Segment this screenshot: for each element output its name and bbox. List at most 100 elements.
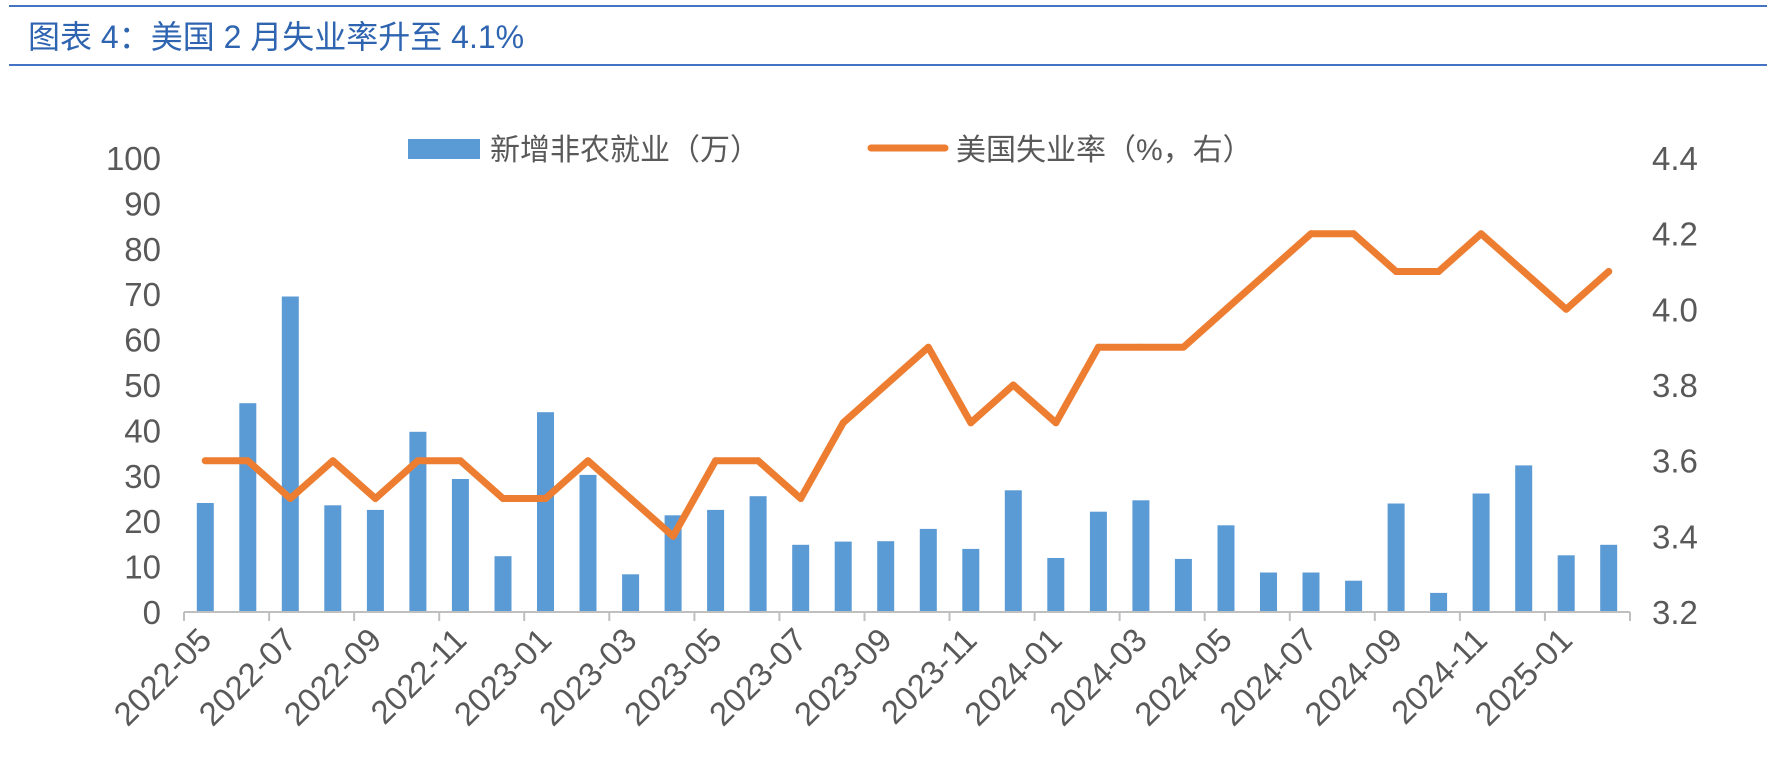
unemployment-rate-point: [1435, 268, 1443, 275]
payrolls-bar: [1600, 544, 1618, 612]
unemployment-rate-point: [924, 343, 932, 351]
payrolls-bars: [196, 296, 1618, 613]
y-left-tick-label: 70: [124, 276, 161, 313]
unemployment-rate-point: [1520, 268, 1528, 275]
unemployment-rate-point: [1222, 305, 1230, 313]
payrolls-bar: [281, 296, 299, 612]
unemployment-rate-point: [456, 457, 464, 465]
unemployment-rate-point: [839, 419, 847, 427]
unemployment-rate-point: [1477, 230, 1485, 238]
payrolls-bar: [494, 556, 512, 612]
unemployment-rate-point: [244, 457, 252, 465]
figure-title: 图表 4：美国 2 月失业率升至 4.1%: [28, 19, 525, 55]
unemployment-rate-point: [1265, 268, 1272, 275]
y-right-tick-label: 4.2: [1652, 216, 1698, 253]
payrolls-bar: [1174, 558, 1192, 612]
unemployment-rate-point: [542, 495, 549, 502]
x-axis-labels: 2022-052022-072022-092022-112023-012023-…: [106, 621, 1579, 733]
unemployment-rate-line: [201, 230, 1613, 540]
payrolls-bar: [324, 505, 342, 612]
unemployment-rate-point: [414, 457, 422, 465]
unemployment-rate-point: [712, 457, 720, 465]
payrolls-bar: [664, 515, 682, 612]
payrolls-bar: [366, 509, 384, 612]
payrolls-bar: [877, 541, 895, 612]
y-left-tick-label: 0: [143, 594, 161, 631]
unemployment-rate-point: [1179, 343, 1187, 351]
payrolls-bar: [962, 548, 980, 612]
payrolls-bar: [1557, 555, 1575, 613]
payrolls-bar: [537, 412, 554, 612]
unemployment-rate-point: [754, 457, 762, 465]
y-left-tick-label: 80: [124, 231, 161, 268]
unemployment-rate-point: [1392, 268, 1400, 275]
y-right-axis-labels: 3.2 3.4 3.6 3.8 4.0 4.2 4.4: [1652, 140, 1698, 631]
y-right-tick-label: 3.4: [1652, 518, 1698, 555]
payrolls-bar: [1217, 525, 1235, 612]
y-left-tick-label: 100: [106, 140, 161, 177]
x-axis: [183, 611, 1631, 621]
unemployment-rate-point: [1137, 343, 1145, 351]
payrolls-bar: [1302, 572, 1320, 612]
payrolls-bar: [834, 541, 852, 612]
unemployment-rate-point: [1350, 230, 1358, 238]
unemployment-rate-point: [797, 495, 805, 502]
unemployment-rate-point: [967, 419, 975, 427]
y-right-tick-label: 3.8: [1652, 367, 1698, 404]
payrolls-bar: [1260, 572, 1277, 612]
y-left-tick-label: 60: [124, 322, 161, 359]
unemployment-rate-point: [1094, 343, 1102, 351]
payrolls-bar: [1345, 580, 1363, 612]
legend-bar-swatch: [408, 139, 480, 159]
payrolls-bar: [1515, 465, 1533, 612]
payrolls-bar: [1004, 490, 1022, 612]
unemployment-rate-point: [286, 495, 294, 502]
legend: 新增非农就业（万） 美国失业率（%，右）: [408, 134, 1253, 167]
unemployment-rate-point: [1562, 305, 1570, 313]
payrolls-bar: [1047, 558, 1065, 612]
legend-label-unemployment: 美国失业率（%，右）: [956, 134, 1253, 167]
payrolls-bar: [451, 479, 469, 612]
top-rule: [9, 5, 1767, 7]
payrolls-bar: [1132, 500, 1150, 612]
payrolls-bar: [1472, 493, 1490, 612]
y-right-tick-label: 4.0: [1652, 291, 1698, 328]
y-right-tick-label: 3.2: [1652, 594, 1698, 631]
unemployment-rate-point: [1605, 268, 1613, 275]
unemployment-rate-point: [371, 495, 379, 502]
unemployment-rate-point: [499, 495, 507, 502]
y-right-tick-label: 3.6: [1652, 443, 1698, 480]
legend-label-payrolls: 新增非农就业（万）: [490, 134, 760, 167]
y-right-tick-label: 4.4: [1652, 140, 1698, 177]
unemployment-rate-point: [669, 532, 677, 540]
payrolls-bar: [1387, 503, 1405, 612]
unemployment-rate-point: [882, 381, 890, 389]
bottom-rule: [9, 64, 1767, 66]
unemployment-rate-point: [1052, 419, 1060, 427]
y-left-tick-label: 50: [124, 367, 161, 404]
payrolls-bar: [1430, 592, 1448, 612]
unemployment-rate-point: [201, 457, 209, 465]
payrolls-bar: [239, 403, 257, 612]
payrolls-bar: [579, 474, 597, 612]
y-left-tick-label: 10: [124, 549, 161, 586]
payrolls-bar: [622, 574, 640, 612]
payrolls-bar: [409, 431, 427, 612]
payrolls-bar: [792, 544, 810, 612]
y-left-axis-labels: 0 10 20 30 40 50 60 70 80 90 100: [106, 140, 161, 631]
unemployment-rate-point: [1009, 381, 1017, 389]
unemployment-rate-point: [627, 495, 635, 502]
payrolls-bar: [196, 503, 214, 612]
payrolls-bar: [749, 496, 767, 612]
unemployment-rate-point: [584, 457, 592, 465]
y-left-tick-label: 20: [124, 503, 161, 540]
y-left-tick-label: 40: [124, 412, 161, 449]
unemployment-rate-point: [329, 457, 337, 465]
payrolls-bar: [1089, 511, 1107, 612]
payrolls-bar: [707, 509, 725, 612]
unemployment-series: [201, 230, 1613, 540]
y-left-tick-label: 90: [124, 185, 161, 222]
y-left-tick-label: 30: [124, 458, 161, 495]
payrolls-bar: [919, 528, 937, 612]
